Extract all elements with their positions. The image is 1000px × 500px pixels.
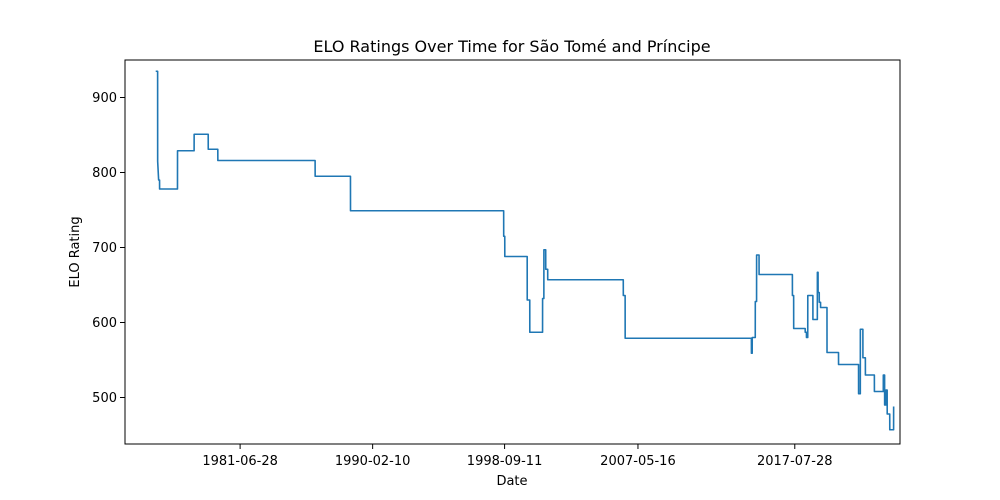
y-tick-label: 800 xyxy=(92,166,117,181)
series-line xyxy=(155,70,895,431)
y-tick-label: 600 xyxy=(92,316,117,331)
y-tick-label: 700 xyxy=(92,241,117,256)
y-tick-label: 500 xyxy=(92,391,117,406)
x-axis-label: Date xyxy=(496,474,527,489)
y-tick-label: 900 xyxy=(92,91,117,106)
axes-frame xyxy=(124,59,901,445)
x-tick-label: 2007-05-16 xyxy=(600,454,676,469)
y-axis-label: ELO Rating xyxy=(68,216,83,287)
plot-area xyxy=(155,70,895,431)
x-tick-label: 1998-09-11 xyxy=(467,454,543,469)
chart-title: ELO Ratings Over Time for São Tomé and P… xyxy=(313,37,710,56)
x-tick-label: 1990-02-10 xyxy=(335,454,411,469)
x-tick-label: 2017-07-28 xyxy=(757,454,833,469)
y-axis: 500 600 700 800 900 xyxy=(92,91,125,406)
x-axis: 1981-06-28 1990-02-10 1998-09-11 2007-05-16… xyxy=(202,444,833,469)
x-tick-label: 1981-06-28 xyxy=(202,454,278,469)
